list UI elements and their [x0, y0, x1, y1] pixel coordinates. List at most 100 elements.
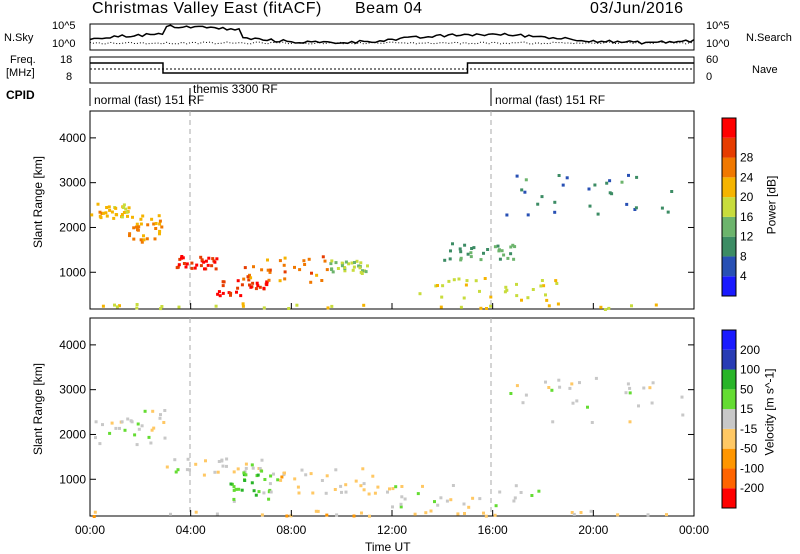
heatmap-cell	[485, 307, 488, 310]
date-label: 03/Jun/2016	[590, 0, 684, 17]
heatmap-cell	[561, 183, 565, 187]
colorbar-segment	[722, 389, 736, 410]
heatmap-cell	[181, 256, 185, 260]
heatmap-cell	[93, 510, 97, 514]
cpid-segment: normal (fast) 151 RF	[94, 93, 205, 107]
heatmap-cell	[628, 420, 632, 424]
heatmap-cell	[218, 294, 222, 298]
heatmap-cell	[137, 225, 141, 229]
heatmap-cell	[556, 302, 560, 306]
heatmap-cell	[141, 214, 145, 218]
heatmap-cell	[269, 474, 273, 478]
heatmap-cell	[280, 475, 284, 479]
colorbar-segment	[722, 448, 736, 469]
heatmap-cell	[376, 485, 380, 489]
heatmap-cell	[184, 265, 188, 269]
heatmap-cell	[449, 249, 452, 253]
heatmap-cell	[158, 219, 162, 223]
heatmap-cell	[554, 279, 558, 283]
heatmap-cell	[391, 505, 394, 509]
heatmap-cell	[321, 255, 325, 259]
heatmap-cell	[263, 478, 267, 481]
heatmap-cell	[616, 513, 620, 517]
heatmap-cell	[360, 511, 363, 515]
heatmap-cell	[553, 210, 557, 214]
heatmap-cell	[361, 269, 364, 273]
heatmap-cell	[465, 279, 469, 283]
heatmap-cell	[151, 409, 155, 413]
heatmap-cell	[523, 190, 527, 194]
heatmap-cell	[96, 202, 100, 206]
heatmap-cell	[436, 503, 440, 507]
x-tick-label: 12:00	[377, 523, 407, 537]
nsky-label: N.Sky	[4, 32, 34, 44]
heatmap-cell	[162, 421, 166, 424]
heatmap-cell	[340, 264, 344, 268]
heatmap-cell	[295, 303, 299, 307]
heatmap-cell	[648, 386, 652, 390]
heatmap-cell	[131, 215, 134, 219]
heatmap-cell	[607, 306, 611, 310]
y-tick-label: 3000	[59, 176, 86, 190]
heatmap-cell	[217, 290, 221, 294]
heatmap-cell	[105, 206, 109, 209]
heatmap-cell	[108, 431, 112, 435]
heatmap-cell	[424, 511, 428, 515]
x-tick-label: 16:00	[478, 523, 508, 537]
heatmap-cell	[496, 244, 500, 248]
heatmap-cell	[388, 487, 391, 491]
heatmap-cell	[127, 206, 131, 210]
heatmap-cell	[283, 277, 287, 281]
colorbar-tick-label: -15	[740, 422, 758, 436]
heatmap-cell	[478, 497, 482, 501]
colorbar-segment	[722, 157, 736, 178]
colorbar-segment	[722, 428, 736, 449]
heatmap-cell	[216, 292, 220, 296]
heatmap-cell	[186, 457, 190, 461]
heatmap-cell	[120, 215, 124, 219]
colorbar-segment	[722, 409, 736, 429]
heatmap-cell	[257, 490, 261, 494]
heatmap-cell	[524, 393, 528, 397]
heatmap-cell	[608, 179, 612, 183]
x-ticks: 00:00 04:00 08:00 12:00 16:00 20:00 00:00	[75, 303, 709, 537]
heatmap-cell	[316, 509, 320, 513]
heatmap-cell	[320, 279, 324, 282]
heatmap-cell	[634, 206, 638, 210]
heatmap-cell	[193, 266, 197, 270]
heatmap-cell	[575, 399, 579, 403]
heatmap-cell	[139, 238, 143, 242]
heatmap-cell	[506, 256, 510, 260]
heatmap-cell	[283, 270, 287, 274]
heatmap-cell	[202, 473, 206, 477]
cpid-label: CPID	[6, 88, 35, 102]
colorbar-segment	[722, 197, 736, 217]
heatmap-cell	[325, 268, 329, 272]
x-tick-label: 00:00	[75, 523, 105, 537]
heatmap-cell	[571, 401, 575, 405]
heatmap-cell	[320, 479, 324, 482]
heatmap-cell	[433, 500, 436, 504]
heatmap-cell	[547, 304, 551, 308]
heatmap-cell	[418, 292, 422, 296]
heatmap-cell	[262, 286, 266, 290]
heatmap-cell	[182, 262, 186, 265]
heatmap-cell	[590, 421, 594, 424]
heatmap-cell	[436, 284, 439, 287]
heatmap-cell	[246, 275, 250, 279]
heatmap-cell	[118, 304, 121, 308]
heatmap-cell	[207, 256, 211, 260]
heatmap-cell	[570, 382, 574, 386]
heatmap-cell	[152, 426, 156, 430]
heatmap-cell	[413, 512, 417, 516]
heatmap-cell	[217, 460, 221, 463]
heatmap-cell	[568, 386, 572, 390]
heatmap-cell	[110, 421, 114, 425]
heatmap-cell	[235, 290, 238, 294]
heatmap-cell	[373, 491, 377, 495]
heatmap-cell	[101, 423, 104, 427]
heatmap-cell	[421, 484, 424, 488]
heatmap-cell	[177, 263, 181, 267]
heatmap-cell	[241, 304, 245, 308]
heatmap-cell	[650, 401, 654, 405]
